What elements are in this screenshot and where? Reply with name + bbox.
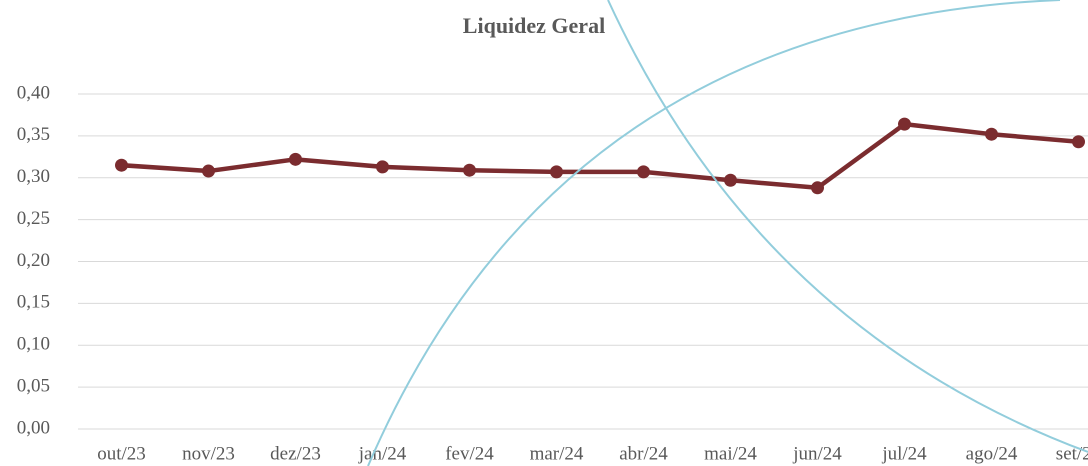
y-tick-label: 0,35	[17, 124, 50, 145]
y-tick-label: 0,25	[17, 208, 50, 229]
x-tick-label: mai/24	[704, 443, 757, 464]
x-tick-label: mar/24	[530, 443, 584, 464]
chart-title: Liquidez Geral	[463, 13, 605, 38]
point	[550, 165, 563, 178]
point	[376, 160, 389, 173]
plot	[115, 118, 1085, 195]
x-tick-label: jan/24	[358, 443, 407, 464]
y-tick-label: 0,30	[17, 166, 50, 187]
point	[115, 159, 128, 172]
y-tick-label: 0,20	[17, 250, 50, 271]
point	[202, 165, 215, 178]
x-tick-label: dez/23	[270, 443, 321, 464]
grid: 0,00 0,05 0,10 0,15 0,20 0,25 0,30 0,35 0,40 out/…	[17, 82, 1088, 464]
chart: Liquidez Geral 0,000,050,100,150,200,250…	[0, 0, 1088, 466]
point	[463, 164, 476, 177]
x-tick-label: nov/23	[182, 443, 235, 464]
decoration-arc	[368, 0, 1060, 466]
point	[637, 165, 650, 178]
decoration-arc	[608, 0, 1088, 452]
x-tick-label: abr/24	[619, 443, 668, 464]
x-tick-label: jun/24	[792, 443, 842, 464]
y-tick-label: 0,10	[17, 334, 50, 355]
x-tick-label: ago/24	[966, 443, 1018, 464]
point	[898, 118, 911, 131]
y-tick-label: 0,00	[17, 417, 50, 438]
y-tick-label: 0,05	[17, 375, 50, 396]
line	[122, 124, 1079, 188]
point	[811, 181, 824, 194]
point	[1072, 135, 1085, 148]
point	[289, 153, 302, 166]
point	[724, 174, 737, 187]
page: {"chart_data": {"type": "line", "title":…	[0, 0, 1088, 466]
y-tick-label: 0,40	[17, 82, 50, 103]
point	[985, 128, 998, 141]
x-tick-label: jul/24	[881, 443, 927, 464]
x-tick-label: out/23	[97, 443, 146, 464]
y-tick-label: 0,15	[17, 292, 50, 313]
x-tick-label: fev/24	[445, 443, 494, 464]
